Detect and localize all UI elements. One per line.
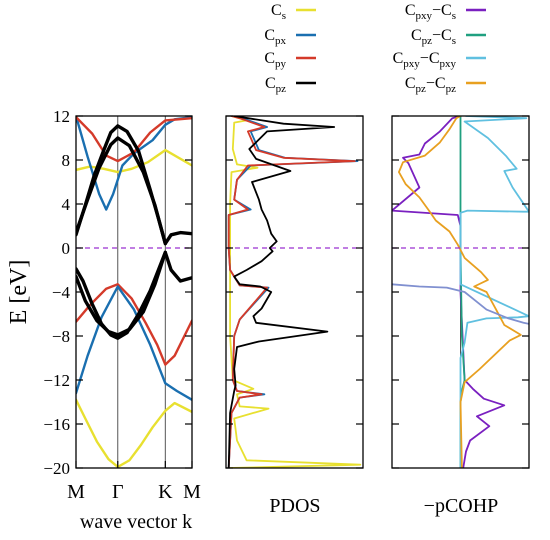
legend-label: Cpz−Cs	[411, 27, 456, 47]
band-lines	[76, 116, 192, 468]
y-tick-label: −20	[43, 459, 70, 478]
y-tick-label: −12	[43, 371, 70, 390]
legend-label: Cs	[271, 2, 286, 22]
x-tick-label: Γ	[112, 481, 124, 503]
x-axis-label-bands: wave vector k	[80, 511, 192, 533]
pdos-lines	[227, 116, 362, 468]
x-tick-label: M	[183, 481, 201, 503]
series-line-1-3	[227, 116, 336, 468]
legend-label: Cpxy−Cs	[405, 2, 456, 22]
y-tick-label: −4	[52, 283, 71, 302]
legend-label: Cpx	[264, 27, 286, 47]
y-tick-label: 8	[62, 151, 71, 170]
legend-label: Cpz−Cpz	[405, 75, 456, 95]
series-line-0-5	[76, 285, 192, 401]
series-line-0-3	[76, 116, 192, 163]
y-axis-label: E [eV]	[6, 260, 32, 325]
series-line-2-2	[459, 116, 529, 468]
series-line-0-0	[76, 398, 192, 468]
series-line-2-3	[397, 116, 522, 468]
pdos-axes	[225, 115, 364, 469]
cohp-axes	[391, 115, 530, 469]
series-line-0-1	[76, 148, 192, 174]
legend: Cs Cpx Cpy Cpz Cpxy−Cs Cpz−Cs Cpxy−Cpxy Cpz−Cpz	[264, 2, 486, 95]
series-line-0-8	[76, 250, 168, 337]
legend-label: Cpy	[264, 50, 286, 70]
legend-label: Cpz	[265, 75, 286, 95]
y-tick-label: −8	[52, 327, 70, 346]
legend-label: Cpxy−Cpxy	[393, 50, 457, 70]
series-line-0-2	[76, 116, 192, 211]
x-tick-label: M	[67, 481, 85, 503]
y-tick-label: 0	[62, 239, 71, 258]
pdos-panel	[225, 115, 364, 469]
y-tick-label: 12	[53, 107, 70, 126]
series-line-2-4	[392, 283, 529, 325]
cohp-panel	[391, 115, 530, 469]
x-tick-label: K	[158, 481, 173, 503]
x-axis-label-cohp: −pCOHP	[424, 495, 499, 517]
x-axis-label-pdos: PDOS	[269, 495, 320, 517]
series-line-0-9	[76, 136, 168, 246]
y-tick-label: −16	[43, 415, 70, 434]
series-line-1-2	[227, 116, 356, 468]
cohp-lines	[392, 116, 529, 468]
y-tick-label: 4	[62, 195, 71, 214]
series-line-0-6	[76, 124, 192, 246]
